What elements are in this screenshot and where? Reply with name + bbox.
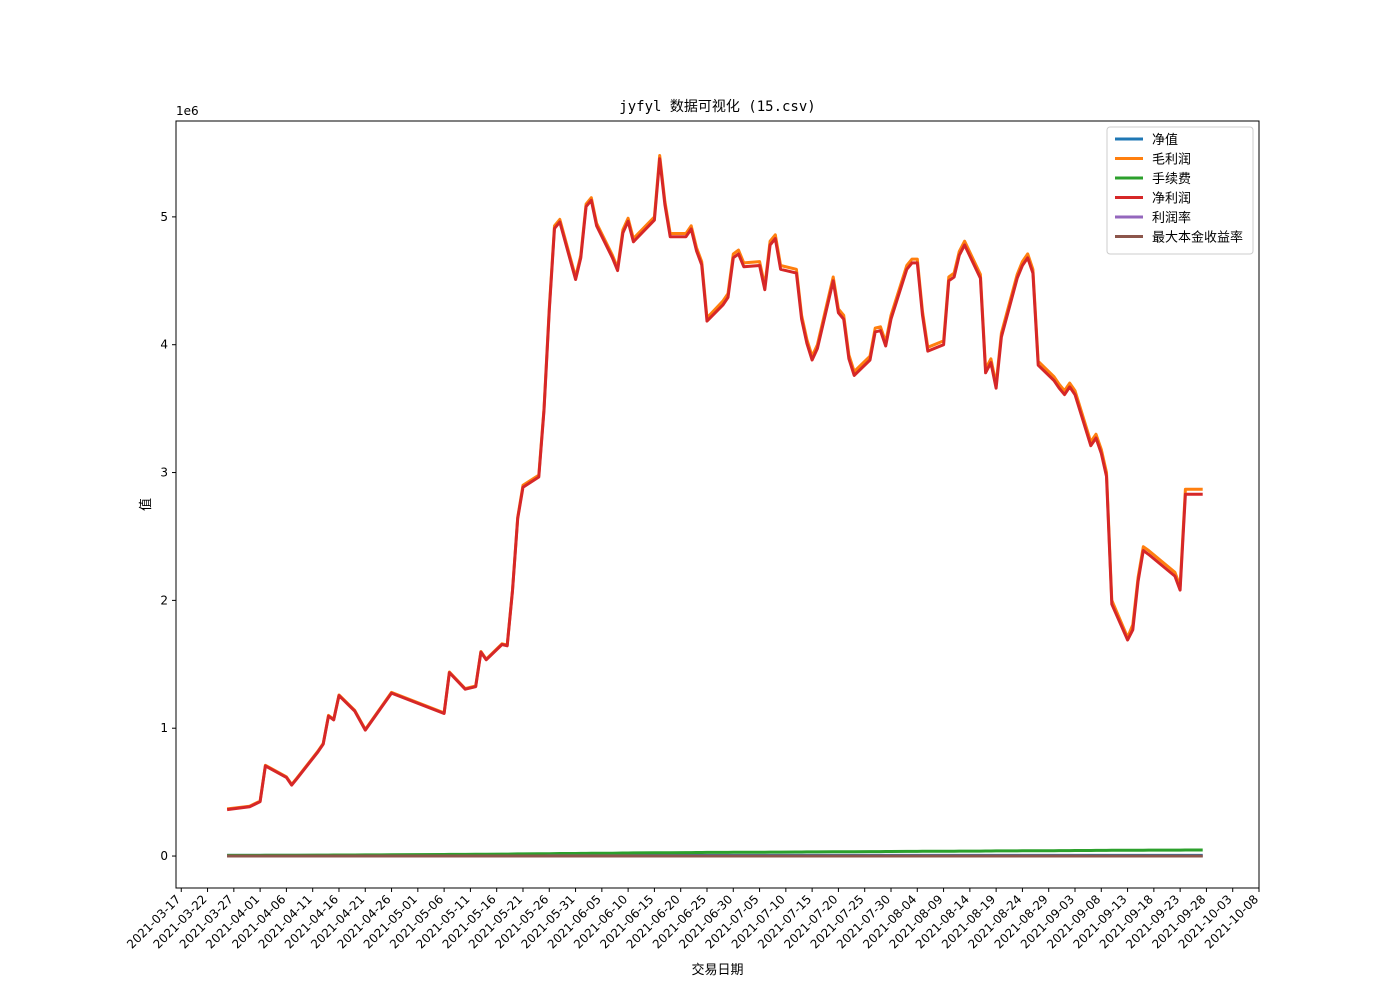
legend-entry-label: 毛利润 — [1152, 153, 1191, 168]
series-line-2 — [227, 848, 1203, 857]
legend-box — [1106, 126, 1254, 255]
y-tick-label: 5 — [160, 210, 168, 224]
plot-area — [175, 120, 1260, 889]
y-axis-ticks: 0 1 2 3 4 5 — [160, 210, 176, 863]
y-tick-label: 2 — [160, 593, 168, 607]
legend-entry-label: 净值 — [1152, 132, 1178, 148]
x-axis-ticks: 2021-03-172021-03-222021-03-272021-04-01… — [124, 888, 1261, 951]
legend-entry-label: 最大本金收益率 — [1152, 230, 1243, 246]
series-line-1 — [226, 154, 1203, 811]
y-tick-label: 0 — [160, 849, 168, 863]
legend-entry-label: 手续费 — [1152, 172, 1191, 187]
x-axis-label: 交易日期 — [691, 962, 743, 978]
y-axis-offset-text: 1e6 — [176, 104, 199, 118]
y-tick-label: 3 — [160, 466, 168, 480]
legend-entry-label: 净利润 — [1152, 192, 1191, 207]
y-axis-label: 值 — [138, 498, 154, 511]
chart-title: jyfyl 数据可视化 (15.csv) — [619, 99, 815, 115]
series-line-3 — [226, 157, 1203, 812]
axes-frame — [175, 120, 1260, 889]
series-layer — [226, 154, 1203, 858]
legend-entry-label: 利润率 — [1152, 210, 1191, 226]
y-tick-label: 1 — [160, 721, 168, 735]
y-tick-label: 4 — [160, 338, 168, 352]
